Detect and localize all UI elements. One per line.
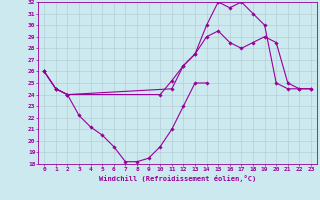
X-axis label: Windchill (Refroidissement éolien,°C): Windchill (Refroidissement éolien,°C) — [99, 175, 256, 182]
